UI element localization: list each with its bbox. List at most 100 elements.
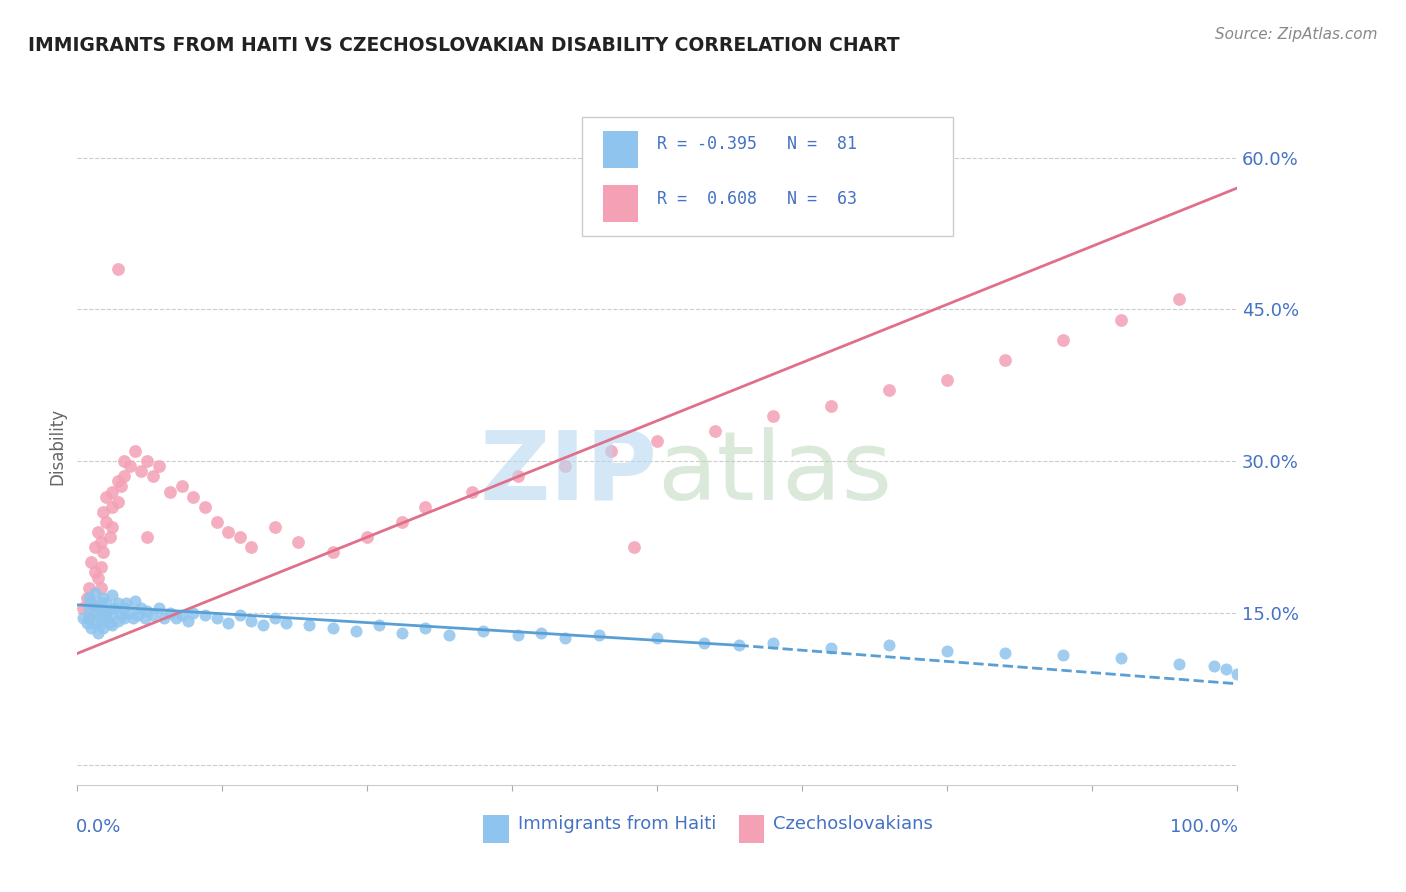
- Point: [101, 618, 124, 632]
- Point: [240, 540, 263, 554]
- Point: [252, 618, 274, 632]
- Point: [96, 515, 118, 529]
- Point: [101, 520, 124, 534]
- Bar: [603, 185, 637, 222]
- Point: [936, 373, 959, 387]
- Point: [1202, 658, 1225, 673]
- Point: [87, 570, 110, 584]
- Point: [368, 618, 391, 632]
- Point: [183, 606, 205, 620]
- Point: [107, 261, 129, 276]
- Point: [91, 545, 114, 559]
- Point: [321, 621, 344, 635]
- Point: [877, 384, 901, 398]
- Point: [96, 596, 118, 610]
- Point: [118, 606, 141, 620]
- Point: [101, 500, 124, 514]
- Text: Immigrants from Haiti: Immigrants from Haiti: [517, 815, 717, 833]
- Point: [1226, 666, 1249, 681]
- Point: [228, 530, 252, 544]
- Point: [461, 484, 484, 499]
- Point: [170, 607, 193, 622]
- Point: [135, 454, 157, 468]
- Point: [170, 479, 193, 493]
- Point: [77, 581, 100, 595]
- Point: [877, 638, 901, 652]
- Point: [83, 606, 105, 620]
- Point: [704, 424, 727, 438]
- Point: [129, 600, 152, 615]
- Point: [83, 616, 105, 631]
- Point: [80, 621, 103, 635]
- Point: [820, 641, 842, 656]
- Point: [554, 459, 576, 474]
- Point: [263, 520, 285, 534]
- Point: [76, 616, 98, 631]
- Point: [80, 596, 103, 610]
- Point: [83, 566, 105, 580]
- Point: [1168, 657, 1191, 671]
- Point: [72, 600, 94, 615]
- Point: [647, 632, 669, 646]
- Point: [96, 490, 118, 504]
- Point: [623, 540, 645, 554]
- Point: [142, 607, 165, 622]
- Point: [994, 353, 1017, 368]
- Point: [77, 611, 100, 625]
- Point: [129, 464, 152, 478]
- Point: [87, 600, 110, 615]
- Point: [107, 614, 129, 628]
- Point: [91, 621, 114, 635]
- Y-axis label: Disability: Disability: [48, 408, 66, 484]
- Point: [194, 500, 217, 514]
- Point: [83, 585, 105, 599]
- Point: [76, 591, 98, 605]
- Point: [391, 515, 413, 529]
- Point: [103, 600, 125, 615]
- Point: [240, 614, 263, 628]
- Point: [159, 606, 181, 620]
- Point: [554, 632, 576, 646]
- Point: [77, 611, 100, 625]
- Point: [205, 515, 228, 529]
- Point: [413, 500, 436, 514]
- Point: [530, 626, 553, 640]
- Point: [344, 624, 367, 639]
- Point: [98, 530, 121, 544]
- Point: [77, 591, 100, 605]
- Point: [87, 524, 110, 539]
- Point: [98, 616, 121, 631]
- Text: 100.0%: 100.0%: [1170, 819, 1239, 837]
- Point: [112, 454, 135, 468]
- Point: [1215, 662, 1237, 676]
- Point: [112, 469, 135, 483]
- Point: [228, 607, 252, 622]
- Text: IMMIGRANTS FROM HAITI VS CZECHOSLOVAKIAN DISABILITY CORRELATION CHART: IMMIGRANTS FROM HAITI VS CZECHOSLOVAKIAN…: [28, 36, 900, 54]
- Point: [90, 616, 111, 631]
- Point: [112, 611, 135, 625]
- Point: [1052, 648, 1074, 663]
- Point: [176, 614, 198, 628]
- Point: [413, 621, 436, 635]
- Point: [205, 611, 228, 625]
- Point: [153, 611, 176, 625]
- Point: [90, 607, 111, 622]
- Point: [217, 616, 239, 631]
- Bar: [738, 815, 763, 843]
- Point: [90, 596, 111, 610]
- FancyBboxPatch shape: [582, 117, 953, 235]
- Point: [101, 606, 124, 620]
- Text: Source: ZipAtlas.com: Source: ZipAtlas.com: [1215, 27, 1378, 42]
- Point: [600, 444, 623, 458]
- Point: [80, 555, 103, 569]
- Point: [83, 540, 105, 554]
- Point: [90, 535, 111, 549]
- Point: [110, 479, 132, 493]
- Point: [135, 530, 157, 544]
- Point: [437, 628, 460, 642]
- Text: ZIP: ZIP: [479, 426, 658, 520]
- Point: [506, 628, 529, 642]
- Point: [356, 530, 378, 544]
- Point: [134, 611, 156, 625]
- Point: [96, 606, 118, 620]
